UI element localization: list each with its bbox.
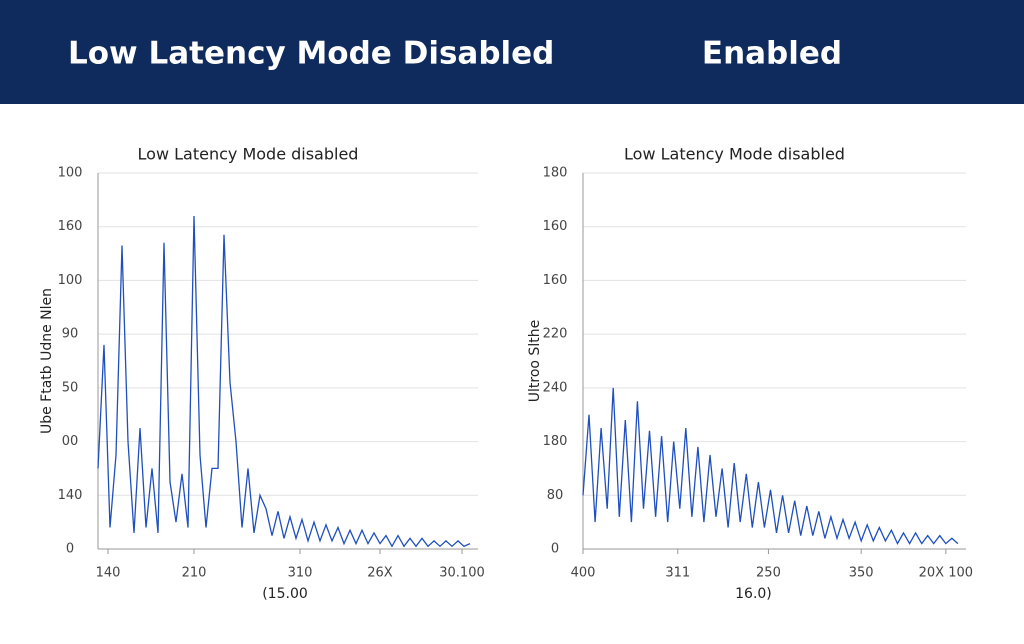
chart-title: Low Latency Mode disabled [138, 145, 359, 164]
data-line [97, 215, 471, 548]
y-tick-label: 160 [543, 219, 568, 234]
y-tick-label: 0 [551, 542, 559, 557]
x-tick-label: 250 [756, 566, 781, 581]
y-tick-label: 140 [58, 488, 83, 503]
y-tick-label: 0 [66, 542, 74, 557]
x-tick-label: 26X [367, 566, 393, 581]
y-tick-label: 160 [58, 219, 83, 234]
y-tick-label: 100 [58, 273, 83, 288]
x-tick-label: 310 [288, 566, 313, 581]
x-axis-label: (15.00 [262, 586, 308, 602]
y-axis-label: Ultroo Slthe [527, 320, 543, 402]
y-tick-label: 220 [543, 327, 568, 342]
x-tick-label: 400 [571, 566, 596, 581]
y-tick-label: 180 [543, 166, 568, 181]
x-axis-label: 16.0) [735, 586, 772, 602]
y-tick-label: 50 [62, 380, 79, 395]
data-line [582, 387, 959, 546]
header-band [0, 0, 1024, 104]
y-tick-label: 240 [543, 380, 568, 395]
chart-title: Low Latency Mode disabled [624, 145, 845, 164]
header-right: Enabled [702, 36, 842, 72]
y-tick-label: 00 [62, 434, 79, 449]
x-tick-label: 210 [182, 566, 207, 581]
x-tick-label: 311 [665, 566, 690, 581]
y-tick-label: 90 [62, 327, 79, 342]
header-left: Low Latency Mode Disabled [68, 36, 554, 72]
y-tick-label: 180 [543, 434, 568, 449]
y-tick-label: 160 [543, 273, 568, 288]
y-axis-label: Ube Ftatb Udne Nlen [39, 288, 55, 434]
y-tick-label: 100 [58, 166, 83, 181]
x-tick-label: 20X 100 [919, 566, 973, 581]
x-tick-label: 350 [849, 566, 874, 581]
x-tick-label: 30.100 [439, 566, 485, 581]
y-tick-label: 80 [547, 488, 564, 503]
x-tick-label: 140 [96, 566, 121, 581]
